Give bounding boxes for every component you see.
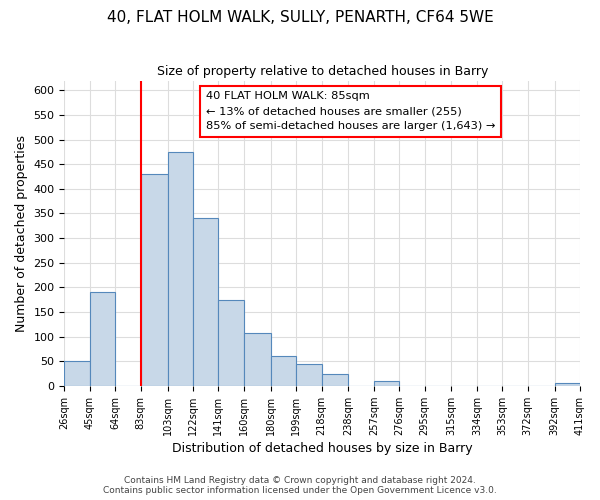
Bar xyxy=(554,384,580,386)
Text: 40, FLAT HOLM WALK, SULLY, PENARTH, CF64 5WE: 40, FLAT HOLM WALK, SULLY, PENARTH, CF64… xyxy=(107,10,493,25)
Bar xyxy=(64,361,90,386)
Bar xyxy=(141,174,167,386)
Bar xyxy=(218,300,244,386)
Title: Size of property relative to detached houses in Barry: Size of property relative to detached ho… xyxy=(157,65,488,78)
Bar xyxy=(244,332,271,386)
Bar xyxy=(193,218,218,386)
Bar xyxy=(167,152,193,386)
Text: Contains HM Land Registry data © Crown copyright and database right 2024.
Contai: Contains HM Land Registry data © Crown c… xyxy=(103,476,497,495)
Bar xyxy=(322,374,349,386)
Y-axis label: Number of detached properties: Number of detached properties xyxy=(15,134,28,332)
Bar xyxy=(374,381,399,386)
Bar xyxy=(296,364,322,386)
Bar xyxy=(271,356,296,386)
Bar xyxy=(90,292,115,386)
X-axis label: Distribution of detached houses by size in Barry: Distribution of detached houses by size … xyxy=(172,442,473,455)
Text: 40 FLAT HOLM WALK: 85sqm
← 13% of detached houses are smaller (255)
85% of semi-: 40 FLAT HOLM WALK: 85sqm ← 13% of detach… xyxy=(206,91,496,131)
